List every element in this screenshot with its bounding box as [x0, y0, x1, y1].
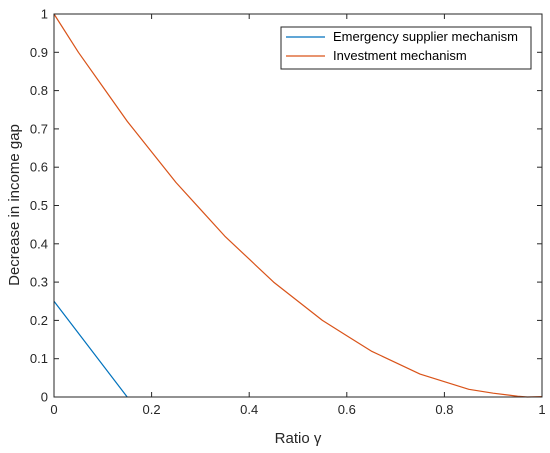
y-axis-label: Decrease in income gap [6, 124, 23, 286]
y-tick-label: 0.9 [30, 45, 48, 60]
legend-label-investment: Investment mechanism [333, 48, 467, 63]
y-tick-label: 0.6 [30, 160, 48, 175]
y-tick-label: 0.4 [30, 236, 48, 251]
series-line-1 [53, 13, 543, 398]
legend-label-emergency-supplier: Emergency supplier mechanism [333, 29, 518, 44]
y-tick-label: 0.5 [30, 198, 48, 213]
y-tick-label: 1 [41, 7, 48, 22]
legend-box [280, 26, 532, 70]
y-axis-ticks: 0 0.1 0.2 0.3 0.4 0.5 0.6 0.7 0.8 0.9 1 [30, 7, 542, 405]
series-line-0 [53, 300, 128, 398]
y-tick-label: 0 [41, 390, 48, 405]
x-tick-label: 0.6 [338, 402, 356, 417]
y-tick-label: 0.7 [30, 121, 48, 136]
y-tick-label: 0.8 [30, 83, 48, 98]
x-axis-ticks: 0 0.2 0.4 0.6 0.8 1 [50, 14, 546, 417]
legend: Emergency supplier mechanism Investment … [280, 26, 532, 70]
x-tick-label: 0.4 [240, 402, 258, 417]
x-tick-label: 0.2 [143, 402, 161, 417]
y-tick-label: 0.3 [30, 275, 48, 290]
series-layer [53, 13, 543, 398]
x-tick-label: 0 [50, 402, 57, 417]
x-axis-label: Ratio γ [275, 430, 322, 447]
plot-box [53, 13, 543, 398]
plot-background [54, 14, 542, 397]
y-tick-label: 0.1 [30, 351, 48, 366]
x-tick-label: 1 [538, 402, 545, 417]
x-tick-label: 0.8 [435, 402, 453, 417]
y-tick-label: 0.2 [30, 313, 48, 328]
